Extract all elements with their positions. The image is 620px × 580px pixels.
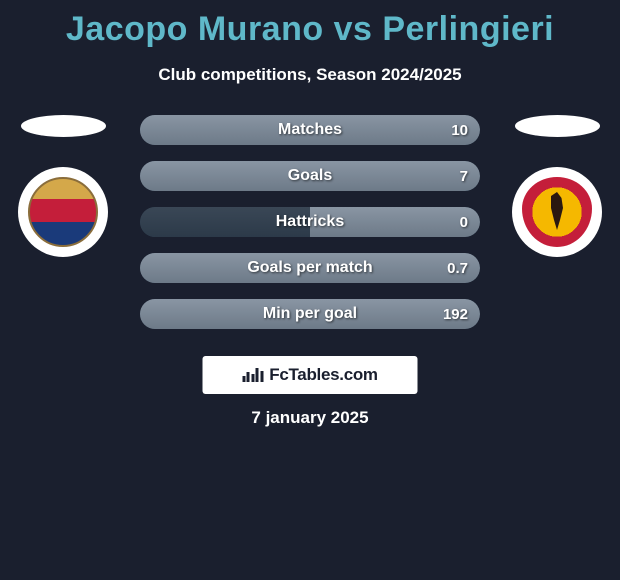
stat-value-right: 0 xyxy=(460,207,468,237)
stat-label: Goals per match xyxy=(140,253,480,283)
stat-row: Min per goal192 xyxy=(140,299,480,329)
stat-value-right: 0.7 xyxy=(447,253,468,283)
stat-value-right: 10 xyxy=(451,115,468,145)
player-left xyxy=(18,115,108,257)
brand-text: FcTables.com xyxy=(269,365,378,385)
stat-row: Goals per match0.7 xyxy=(140,253,480,283)
player-right xyxy=(512,115,602,257)
club-badge-left xyxy=(18,167,108,257)
stat-value-right: 7 xyxy=(460,161,468,191)
club-badge-right xyxy=(512,167,602,257)
page-title: Jacopo Murano vs Perlingieri xyxy=(0,0,620,49)
stat-label: Hattricks xyxy=(140,207,480,237)
potenza-crest-icon xyxy=(28,177,98,247)
date-text: 7 january 2025 xyxy=(0,408,620,428)
stat-label: Matches xyxy=(140,115,480,145)
bar-chart-icon xyxy=(242,368,263,382)
avatar-placeholder-right xyxy=(515,115,600,137)
subtitle: Club competitions, Season 2024/2025 xyxy=(0,65,620,85)
stat-label: Min per goal xyxy=(140,299,480,329)
stats-column: Matches10 Goals7 Hattricks0 Goals per match… xyxy=(140,115,480,329)
avatar-placeholder-left xyxy=(21,115,106,137)
benevento-crest-icon xyxy=(522,177,592,247)
stat-label: Goals xyxy=(140,161,480,191)
comparison-container: Matches10 Goals7 Hattricks0 Goals per match… xyxy=(0,115,620,355)
stat-value-right: 192 xyxy=(443,299,468,329)
stat-row: Goals7 xyxy=(140,161,480,191)
stat-row: Hattricks0 xyxy=(140,207,480,237)
brand-badge: FcTables.com xyxy=(203,356,418,394)
stat-row: Matches10 xyxy=(140,115,480,145)
